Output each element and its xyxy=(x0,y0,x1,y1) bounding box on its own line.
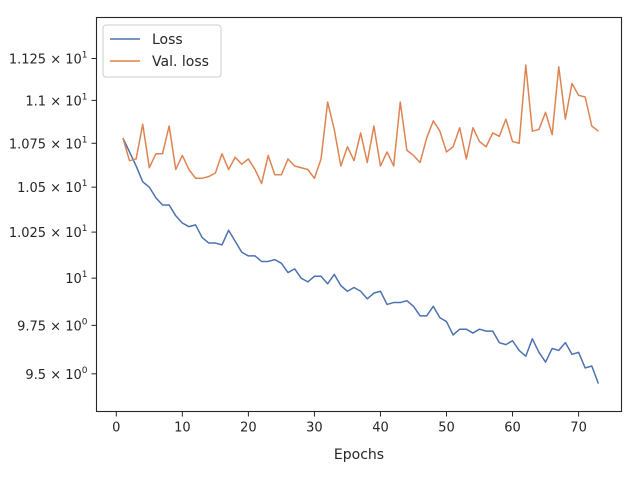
legend: Loss Val. loss xyxy=(102,24,222,78)
x-tick-label: 30 xyxy=(306,421,323,436)
x-tick-label: 70 xyxy=(570,421,587,436)
series-layer xyxy=(122,64,600,384)
y-tick-label: 9.75 × 100 xyxy=(17,317,88,334)
y-tick-label: 1.025 × 101 xyxy=(9,224,88,241)
legend-frame xyxy=(102,24,222,78)
x-tick-label: 10 xyxy=(174,421,191,436)
y-tick-label: 101 xyxy=(65,270,87,287)
y-axis-ticks: 9.5 × 100 9.75 × 100 101 1.025 × 101 1.05 × … xyxy=(9,50,97,383)
y-tick-label: 1.125 × 101 xyxy=(9,50,88,67)
legend-label-val-loss: Val. loss xyxy=(152,54,209,70)
series-line-val-loss xyxy=(122,64,599,185)
plot-frame xyxy=(95,16,623,413)
legend-label-loss: Loss xyxy=(152,32,183,48)
y-tick-label: 9.5 × 100 xyxy=(25,366,87,383)
y-tick-label: 1.05 × 101 xyxy=(17,179,87,196)
x-axis-ticks: 0 10 20 30 40 50 60 70 xyxy=(112,411,587,436)
x-tick-label: 0 xyxy=(112,421,120,436)
x-tick-label: 20 xyxy=(240,421,257,436)
y-tick-label: 1.075 × 101 xyxy=(9,135,88,152)
series-line-loss xyxy=(122,137,600,384)
x-tick-label: 60 xyxy=(504,421,521,436)
y-tick-label: 1.1 × 101 xyxy=(25,92,87,109)
x-tick-label: 50 xyxy=(438,421,455,436)
x-axis-label: Epochs xyxy=(334,447,384,463)
x-tick-label: 40 xyxy=(372,421,389,436)
